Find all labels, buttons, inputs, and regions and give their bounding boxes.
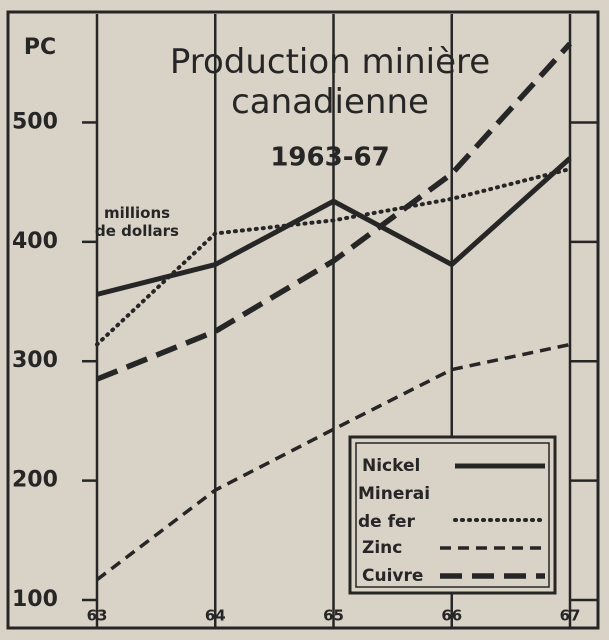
y-tick-label: 300: [12, 348, 58, 373]
subtitle: 1963-67: [270, 143, 389, 173]
series-line: [95, 342, 571, 582]
frame: [6, 10, 600, 630]
legend-label: Zinc: [362, 538, 402, 558]
logo: PC: [24, 35, 56, 60]
y-tick-label: 200: [12, 468, 58, 493]
x-tick-label: 64: [205, 607, 226, 625]
x-tick-label: 65: [323, 607, 344, 625]
y-tick-label: 400: [12, 229, 58, 254]
x-tick-label: 63: [87, 607, 108, 625]
series-line: [96, 156, 572, 297]
series-line: [95, 167, 572, 347]
x-tick-label: 67: [560, 607, 581, 625]
x-tick-label: 66: [441, 607, 462, 625]
legend-label: Cuivre: [362, 566, 423, 586]
y-tick-label: 500: [12, 109, 58, 134]
chart-title: Production minière canadienne: [169, 42, 491, 122]
legend-inner: [355, 442, 550, 588]
legend-label: Nickel: [362, 456, 420, 476]
legend-box: [348, 435, 557, 595]
y-axis-label: millions de dollars: [95, 204, 179, 240]
series-line: [95, 41, 573, 382]
y-tick-label: 100: [12, 587, 58, 612]
legend-label: Minerai de fer: [358, 484, 431, 532]
